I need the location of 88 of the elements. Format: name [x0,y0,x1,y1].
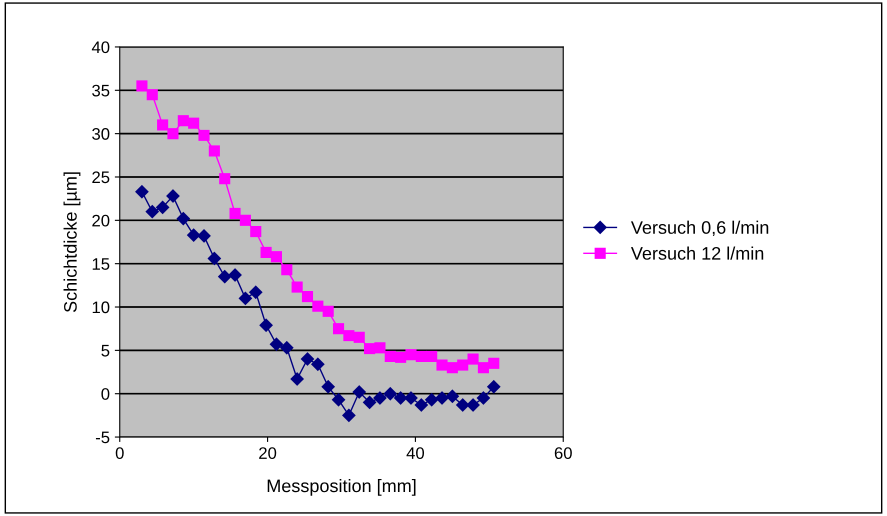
y-tick-label: 40 [92,41,110,54]
point [425,393,438,406]
point [249,286,262,299]
point [457,360,468,371]
point [322,306,334,317]
point [456,398,470,412]
point [374,342,386,354]
point [478,362,489,374]
point [187,228,200,242]
point [219,173,230,184]
point [240,214,251,226]
point [435,391,449,405]
y-tick-label: 0 [101,388,110,400]
point [362,396,376,409]
point [228,268,242,282]
point [342,408,356,422]
point [312,300,324,312]
point [270,338,284,351]
point [188,118,200,129]
y-tick-label: 5 [101,344,110,357]
point [300,352,314,366]
point [384,387,397,400]
point [446,390,459,403]
point [332,323,344,334]
point [488,358,500,369]
point [426,350,438,362]
point [135,185,149,198]
point [446,362,458,374]
point [384,350,396,362]
point [373,391,387,405]
legend-label: Versuch 12 l/min [630,246,764,260]
x-tick-label: 20 [259,447,276,460]
point [352,385,366,399]
point [250,226,262,238]
point [230,208,241,219]
point [404,391,418,405]
point [290,372,304,386]
point [156,200,170,214]
x-tick-label: 60 [554,447,572,460]
point [322,380,335,394]
x-tick-label: 0 [116,447,124,460]
point [208,252,221,266]
point [260,246,272,258]
point [146,89,158,100]
point [436,360,448,371]
y-axis-title: Schichtdicke [µm] [64,172,80,312]
point [281,264,292,276]
point [136,80,148,92]
point [487,380,500,394]
point [198,130,210,141]
x-tick-label: 40 [406,447,424,460]
y-tick-label: 15 [92,258,110,270]
point [311,358,324,371]
point [395,352,406,363]
point [166,189,180,203]
point [468,353,479,365]
point [270,251,282,262]
y-tick-label: 25 [92,171,110,184]
point [218,270,232,284]
point [178,115,189,126]
y-tick-label: 35 [92,84,110,97]
point [157,119,168,131]
point [208,145,220,157]
point [280,341,294,354]
y-tick-label: 10 [92,301,110,314]
y-tick-label: 30 [92,128,110,140]
point [260,318,273,332]
point [302,291,314,302]
point [292,282,303,293]
point [476,391,490,405]
x-axis-title: Messposition [mm] [268,478,416,496]
point [238,292,252,305]
point [364,343,376,354]
point [416,350,427,362]
point [176,212,190,226]
point [197,229,211,243]
point [394,391,408,405]
point [405,349,417,360]
legend-label: Versuch 0,6 l/min [630,220,768,236]
point [354,332,365,343]
y-tick-label: 20 [92,214,110,227]
point [332,393,346,406]
point [146,205,159,218]
point [466,398,480,412]
point [167,128,179,140]
y-tick-label: -5 [96,432,110,444]
point [414,398,428,412]
point [343,330,354,342]
